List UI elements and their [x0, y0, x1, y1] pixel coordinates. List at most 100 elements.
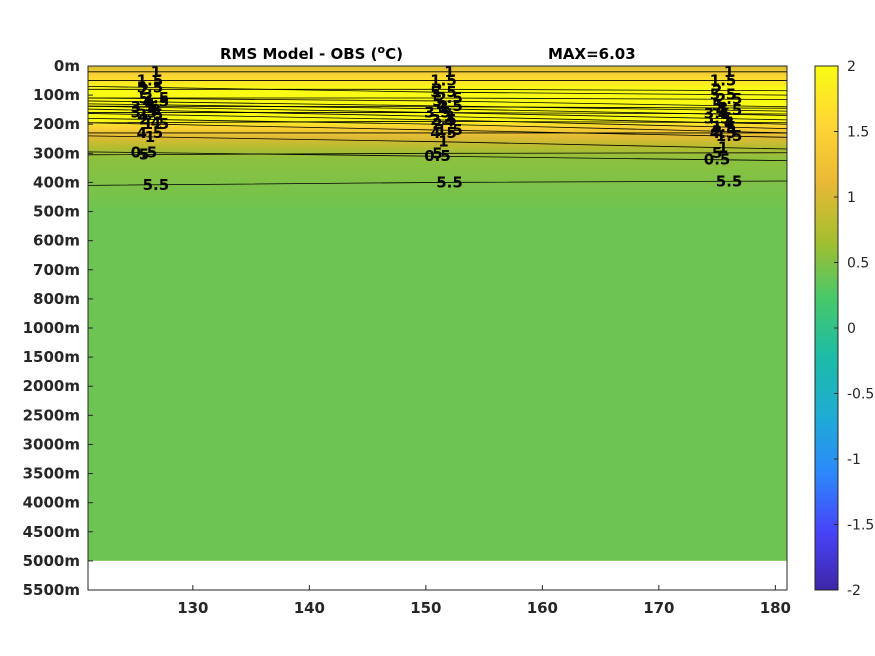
contour-label: 0.5: [131, 144, 158, 162]
y-tick-label: 300m: [33, 144, 80, 162]
contour-label: 4.5: [143, 93, 170, 111]
contour-label: 1: [151, 63, 161, 81]
contour-line: [88, 105, 787, 109]
y-tick-label: 5000m: [23, 552, 80, 570]
contour-line: [88, 97, 787, 100]
contour-label: 3: [718, 99, 728, 117]
contour-label: 4.5: [137, 124, 164, 142]
y-tick-label: 2000m: [23, 377, 80, 395]
colorbar-tick-label: -1: [847, 452, 861, 468]
contour-line: [88, 112, 787, 115]
colorbar-tick-label: 2: [847, 59, 856, 75]
colorbar-tick-label: 1.5: [847, 125, 869, 141]
contour-label: 2.5: [137, 105, 164, 123]
contour-line: [88, 122, 787, 138]
x-tick-label: 160: [527, 599, 558, 617]
contour-label: 4: [444, 112, 454, 130]
contour-line: [88, 85, 787, 96]
contour-label: 2.5: [143, 89, 170, 107]
contour-label: 1.5: [436, 121, 463, 139]
colorbar-tick-label: -0.5: [847, 387, 874, 403]
contour-label: 2: [432, 115, 442, 133]
contour-line: [88, 113, 787, 129]
contour-line: [88, 180, 787, 186]
contour-line: [88, 120, 787, 124]
contour-label: 1.5: [710, 72, 737, 90]
y-tick-label: 4000m: [23, 494, 80, 512]
contour-label: 1.5: [137, 72, 164, 90]
y-axis: 0m 100m 200m 300m 400m 500m 600m 700m 800m 1000m 1…: [23, 57, 93, 599]
y-tick-label: 3000m: [23, 435, 80, 453]
y-tick-label: 800m: [33, 290, 80, 308]
y-tick-label: 2500m: [23, 406, 80, 424]
x-tick-label: 130: [177, 599, 208, 617]
contour-label: 4: [151, 114, 161, 132]
contour-line: [88, 151, 787, 162]
contour-line: [88, 152, 787, 156]
colorbar-tick-label: 1: [847, 190, 856, 206]
contour-label: 3.5: [131, 104, 158, 122]
colorbar-tick-label: 0.5: [847, 256, 869, 272]
y-tick-label: 3500m: [23, 465, 80, 483]
contour-label: 5.5: [710, 86, 737, 104]
contour-label: 3.5: [424, 104, 451, 122]
contour-label: 2: [139, 80, 149, 98]
y-tick-label: 1500m: [23, 348, 80, 366]
contour-label: 2.5: [436, 89, 463, 107]
contour-label: 5: [712, 97, 722, 115]
y-tick-label: 4500m: [23, 523, 80, 541]
no-data-region: [88, 560, 787, 590]
contour-label: 1: [444, 63, 454, 81]
contour-line: [88, 97, 787, 108]
contour-label: 1: [145, 128, 155, 146]
contour-label: 5: [712, 144, 722, 162]
contour-label: 5.5: [430, 83, 457, 101]
contour-label: 5.5: [137, 78, 164, 96]
contour-label: 4: [724, 113, 734, 131]
contour-label: 3: [444, 107, 454, 125]
contour-layer: [88, 71, 787, 186]
contour-label: 0.5: [424, 147, 451, 165]
y-tick-label: 200m: [33, 115, 80, 133]
contour-label: 4: [145, 96, 155, 114]
colorbar-tick-label: 0: [847, 321, 856, 337]
contour-label: 4: [718, 105, 728, 123]
contour-label: 1: [438, 133, 448, 151]
contour-label: 5: [432, 92, 442, 110]
y-tick-label: 0m: [54, 57, 80, 75]
y-tick-label: 5500m: [23, 581, 80, 599]
x-tick-label: 180: [760, 599, 791, 617]
contour-line: [88, 100, 787, 112]
contour-label: 1: [718, 139, 728, 157]
title-superscript: o: [378, 43, 386, 56]
contour-label: 4.5: [710, 124, 737, 142]
contour-label: 3.5: [704, 109, 731, 127]
contour-label: 4: [438, 100, 448, 118]
contour-label: 5.5: [436, 173, 463, 191]
contour-label: 1.5: [430, 72, 457, 90]
contour-line: [88, 88, 787, 92]
contour-label: 2.5: [430, 111, 457, 129]
colorbar: 2 1.5 1 0.5 0 -0.5 -1 -1.5 -2: [814, 59, 874, 599]
plot-area: [88, 66, 787, 590]
contour-line: [88, 108, 787, 125]
contour-label: 4.5: [430, 124, 457, 142]
y-tick-label: 500m: [33, 203, 80, 221]
title-group: RMS Model - OBS (oC) MAX=6.03: [220, 43, 636, 63]
max-label: MAX=6.03: [548, 45, 636, 63]
contour-label: 2: [712, 81, 722, 99]
contour-label: 5.5: [143, 176, 170, 194]
contour-line: [88, 135, 787, 150]
y-tick-label: 400m: [33, 173, 80, 191]
contour-label: 3: [438, 98, 448, 116]
contour-label: 5.5: [716, 172, 743, 190]
x-tick-label: 170: [643, 599, 674, 617]
contour-label: 5: [432, 144, 442, 162]
contour-label: 3.5: [424, 104, 451, 122]
contour-line: [88, 118, 787, 134]
y-tick-label: 1000m: [23, 319, 80, 337]
contour-label: 3.5: [704, 105, 731, 123]
colorbar-tick-label: -1.5: [847, 518, 874, 534]
y-tick-label: 700m: [33, 261, 80, 279]
contour-label: 3: [724, 114, 734, 132]
